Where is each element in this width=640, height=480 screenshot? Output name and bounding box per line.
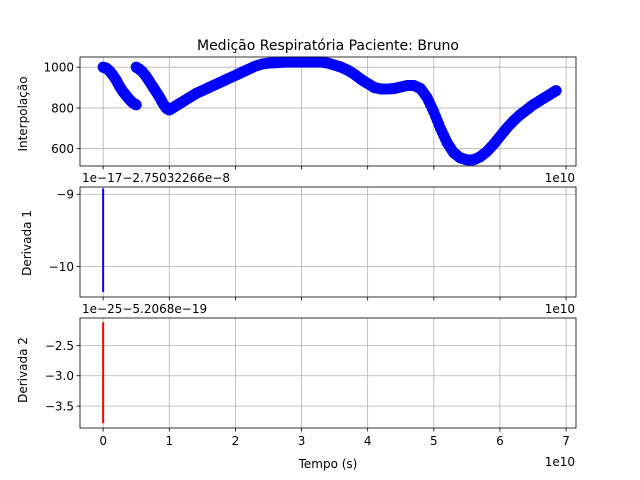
- derivative-2-y-label: Derivada 2: [16, 337, 30, 403]
- x-tick-label: 7: [562, 434, 570, 448]
- y-tick-label: −10: [49, 260, 74, 274]
- interpolation-y-label: Interpolação: [16, 76, 30, 151]
- x-tick-label: 5: [430, 434, 438, 448]
- plot-frame: [79, 186, 577, 298]
- derivative-1-y-offset: 1e−17−2.75032266e−8: [82, 171, 230, 185]
- x-tick-label: 1: [165, 434, 173, 448]
- derivative-2-x-offset: 1e10: [545, 455, 575, 469]
- y-tick-label: −3.0: [45, 369, 74, 383]
- derivative-2-panel: Derivada 2 1e−25−5.2068e−19 Tempo (s) 1e…: [16, 302, 577, 471]
- derivative-1-panel: Derivada 1 1e−17−2.75032266e−8 1e10 −10 −…: [20, 171, 577, 316]
- interpolation-panel: Medição Respiratória Paciente: Bruno Int…: [16, 38, 577, 185]
- y-tick-label: 800: [51, 101, 74, 115]
- x-tick-label: 6: [496, 434, 504, 448]
- derivative-1-y-label: Derivada 1: [20, 210, 34, 276]
- y-tick-label: −9: [56, 188, 74, 202]
- derivative-1-x-offset: 1e10: [545, 302, 575, 316]
- x-tick-label: 3: [298, 434, 306, 448]
- plot-frame: [79, 56, 577, 167]
- y-tick-label: 1000: [43, 61, 74, 75]
- data-point: [550, 85, 562, 97]
- derivative-2-y-offset: 1e−25−5.2068e−19: [82, 302, 207, 316]
- time-x-label: Tempo (s): [298, 457, 358, 471]
- x-tick-label: 0: [99, 434, 107, 448]
- y-tick-label: −3.5: [45, 400, 74, 414]
- y-tick-label: 600: [51, 142, 74, 156]
- y-tick-label: −2.5: [45, 339, 74, 353]
- data-point: [130, 99, 142, 111]
- interpolation-x-offset: 1e10: [545, 171, 575, 185]
- plot-frame: [79, 317, 577, 429]
- x-tick-label: 4: [364, 434, 372, 448]
- x-tick-label: 2: [232, 434, 240, 448]
- chart-title: Medição Respiratória Paciente: Bruno: [197, 38, 459, 54]
